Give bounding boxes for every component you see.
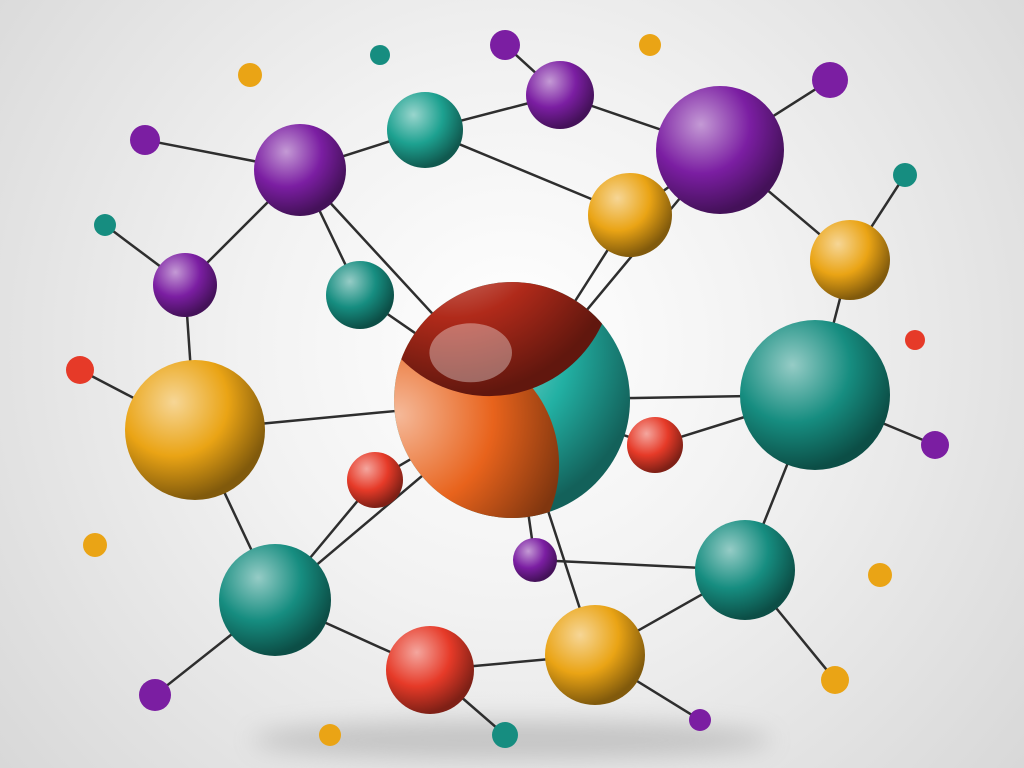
network-node	[319, 724, 341, 746]
network-node	[639, 34, 661, 56]
network-node	[219, 544, 331, 656]
network-node	[513, 538, 557, 582]
edge	[187, 315, 190, 363]
edge	[206, 201, 269, 264]
edge	[871, 185, 899, 229]
edge	[775, 607, 826, 670]
edge	[766, 189, 821, 235]
network-node	[153, 253, 217, 317]
network-node	[490, 30, 520, 60]
network-node	[656, 86, 784, 214]
network-node	[326, 261, 394, 329]
edge	[92, 376, 136, 399]
edge	[323, 622, 391, 653]
edge	[387, 313, 420, 336]
edge	[460, 103, 529, 121]
network-node	[689, 709, 711, 731]
network-node	[588, 173, 672, 257]
edge	[881, 422, 923, 439]
network-node	[66, 356, 94, 384]
network-node	[868, 563, 892, 587]
network-node	[812, 62, 848, 98]
network-node	[83, 533, 107, 557]
edge	[572, 249, 608, 306]
network-node	[492, 722, 518, 748]
edge	[319, 209, 346, 265]
network-node	[740, 320, 890, 470]
edge	[167, 633, 233, 686]
network-node	[821, 666, 849, 694]
network-svg	[0, 0, 1024, 768]
network-node	[238, 63, 262, 87]
network-node	[94, 214, 116, 236]
central-node	[311, 148, 630, 588]
edge	[472, 659, 548, 666]
edge	[458, 144, 593, 200]
network-node	[810, 220, 890, 300]
edge	[680, 416, 747, 437]
edge	[636, 593, 703, 631]
network-node	[695, 520, 795, 620]
network-node	[254, 124, 346, 216]
edge	[113, 231, 160, 266]
edge	[342, 141, 391, 157]
network-diagram	[0, 0, 1024, 768]
network-node	[921, 431, 949, 459]
network-node	[387, 92, 463, 168]
edge	[624, 396, 744, 398]
network-node	[370, 45, 390, 65]
network-node	[545, 605, 645, 705]
edge	[833, 297, 841, 326]
network-node	[893, 163, 917, 187]
network-node	[526, 61, 594, 129]
network-node	[386, 626, 474, 714]
edge	[516, 55, 537, 74]
network-node	[139, 679, 171, 711]
network-node	[627, 417, 683, 473]
network-node	[905, 330, 925, 350]
edge	[591, 106, 663, 131]
edge	[261, 411, 400, 424]
edge	[635, 680, 691, 714]
edge	[556, 561, 698, 568]
edge	[771, 89, 815, 117]
edge	[763, 461, 789, 526]
edge	[223, 490, 252, 552]
network-node	[347, 452, 403, 508]
edge	[159, 143, 257, 162]
network-node	[125, 360, 265, 500]
network-node	[130, 125, 160, 155]
